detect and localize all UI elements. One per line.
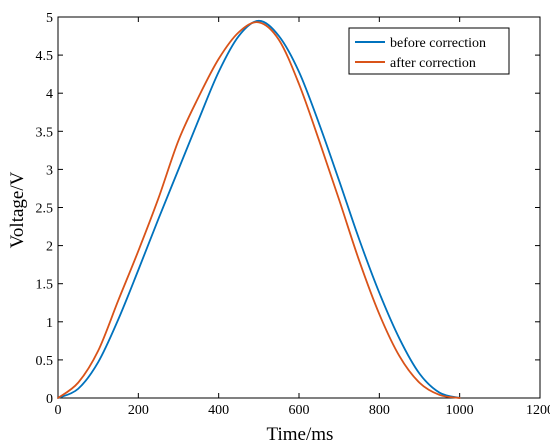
y-tick-label: 1	[46, 316, 53, 331]
y-tick-label: 2.5	[36, 202, 54, 217]
y-axis-label: Voltage/V	[7, 171, 28, 248]
x-tick-label: 200	[128, 403, 149, 418]
y-tick-label: 2	[46, 240, 53, 255]
x-tick-label: 400	[208, 403, 229, 418]
legend: before correction after correction	[348, 27, 510, 75]
series-line-before-correction	[57, 19, 461, 399]
y-tick-label: 4	[46, 87, 53, 102]
y-tick-label: 3	[46, 163, 53, 178]
y-tick-label: 0	[46, 392, 53, 407]
y-tick-label: 4.5	[36, 49, 54, 64]
x-axis-label: Time/ms	[267, 424, 334, 445]
y-tick-label: 1.5	[36, 278, 54, 293]
tick-marks	[57, 16, 541, 399]
legend-label-after-correction: after correction	[390, 56, 476, 71]
series-layer	[57, 19, 461, 399]
x-tick-label: 1000	[446, 403, 474, 418]
series-line-after-correction	[57, 21, 461, 399]
y-tick-label: 5	[46, 11, 53, 26]
y-tick-label: 0.5	[36, 354, 54, 369]
x-tick-label: 600	[289, 403, 310, 418]
x-tick-label: 0	[55, 403, 62, 418]
x-tick-label: 800	[369, 403, 390, 418]
y-tick-label: 3.5	[36, 125, 54, 140]
legend-box	[348, 27, 510, 75]
legend-label-before-correction: before correction	[390, 36, 486, 51]
